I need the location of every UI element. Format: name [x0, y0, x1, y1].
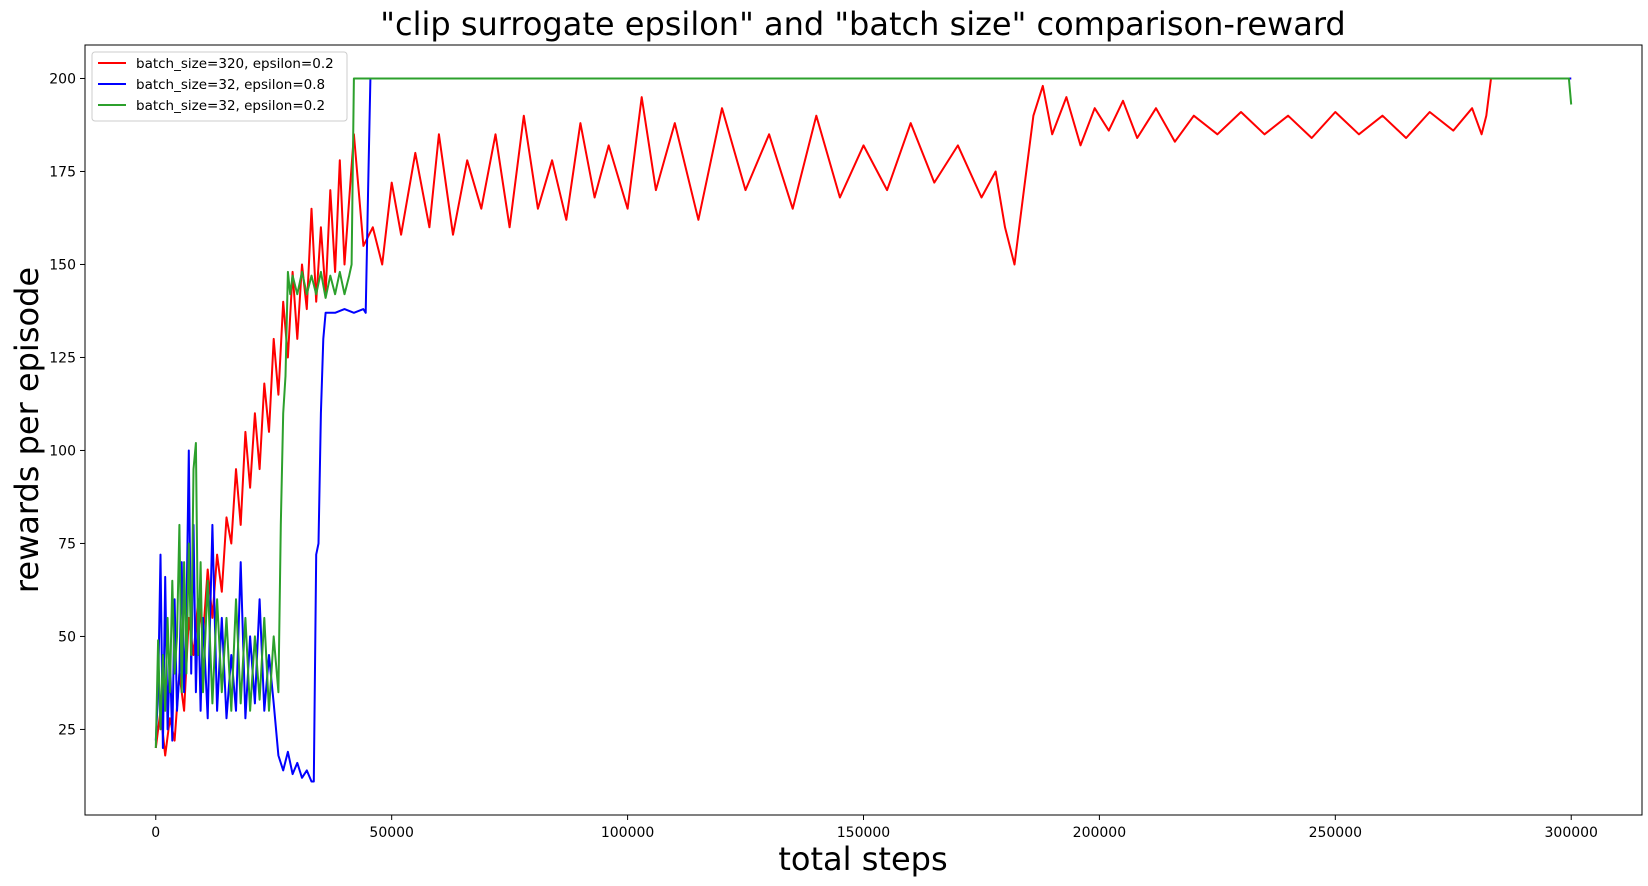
legend-label-3: batch_size=32, epsilon=0.2 [136, 98, 325, 114]
y-tick-label: 200 [49, 71, 76, 87]
x-tick-label: 50000 [369, 825, 414, 841]
y-tick-label: 50 [58, 629, 76, 645]
y-axis-label: rewards per episode [8, 267, 46, 593]
x-axis-ticks: 0 50000 100000 150000 200000 250000 300000 [151, 815, 1598, 841]
series-line-3 [154, 77, 1573, 749]
y-tick-label: 75 [58, 536, 76, 552]
x-tick-label: 250000 [1309, 825, 1362, 841]
series-lines [154, 77, 1573, 783]
y-tick-label: 25 [58, 722, 76, 738]
chart-title: "clip surrogate epsilon" and "batch size… [380, 5, 1345, 43]
series-line-1 [154, 77, 1572, 757]
plot-area [85, 45, 1642, 815]
y-tick-label: 150 [49, 257, 76, 273]
y-tick-label: 175 [49, 164, 76, 180]
x-axis-label: total steps [778, 840, 947, 878]
y-tick-label: 125 [49, 350, 76, 366]
legend-label-1: batch_size=320, epsilon=0.2 [136, 56, 334, 72]
x-tick-label: 0 [151, 825, 160, 841]
x-tick-label: 200000 [1073, 825, 1126, 841]
series-line-2 [154, 77, 1572, 783]
y-tick-label: 100 [49, 443, 76, 459]
x-tick-label: 300000 [1545, 825, 1598, 841]
legend-box [91, 51, 348, 122]
y-axis-ticks: 25 50 75 100 125 150 175 200 [49, 71, 85, 738]
legend-label-2: batch_size=32, epsilon=0.8 [136, 77, 325, 93]
legend: batch_size=320, epsilon=0.2 batch_size=3… [91, 51, 348, 122]
x-tick-label: 150000 [837, 825, 890, 841]
x-tick-label: 100000 [601, 825, 654, 841]
